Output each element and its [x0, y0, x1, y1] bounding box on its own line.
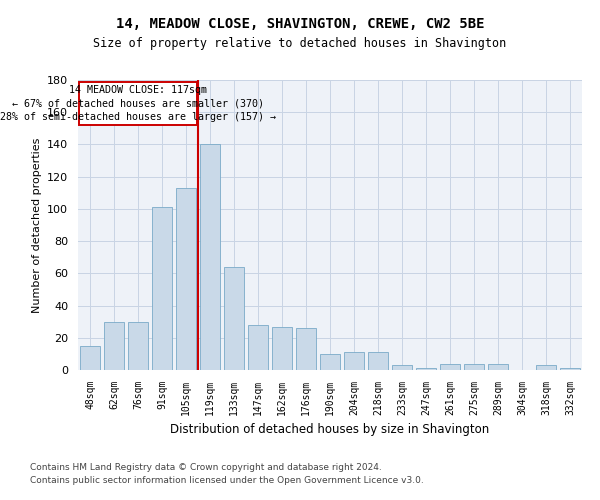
Bar [392, 365, 412, 370]
Text: 14 MEADOW CLOSE: 117sqm: 14 MEADOW CLOSE: 117sqm [69, 84, 207, 94]
Bar [272, 326, 292, 370]
Bar [80, 346, 100, 370]
Bar [368, 352, 388, 370]
Bar [128, 322, 148, 370]
Bar [464, 364, 484, 370]
Y-axis label: Number of detached properties: Number of detached properties [32, 138, 41, 312]
FancyBboxPatch shape [79, 82, 197, 125]
Bar [560, 368, 580, 370]
Bar [536, 365, 556, 370]
Bar [200, 144, 220, 370]
Bar [152, 208, 172, 370]
Bar [296, 328, 316, 370]
X-axis label: Distribution of detached houses by size in Shavington: Distribution of detached houses by size … [170, 424, 490, 436]
Bar [416, 368, 436, 370]
Text: 14, MEADOW CLOSE, SHAVINGTON, CREWE, CW2 5BE: 14, MEADOW CLOSE, SHAVINGTON, CREWE, CW2… [116, 18, 484, 32]
Bar [224, 267, 244, 370]
Text: 28% of semi-detached houses are larger (157) →: 28% of semi-detached houses are larger (… [0, 112, 276, 122]
Bar [320, 354, 340, 370]
Bar [344, 352, 364, 370]
Bar [440, 364, 460, 370]
Bar [488, 364, 508, 370]
Text: ← 67% of detached houses are smaller (370): ← 67% of detached houses are smaller (37… [12, 98, 264, 108]
Text: Size of property relative to detached houses in Shavington: Size of property relative to detached ho… [94, 38, 506, 51]
Bar [248, 325, 268, 370]
Text: Contains HM Land Registry data © Crown copyright and database right 2024.: Contains HM Land Registry data © Crown c… [30, 464, 382, 472]
Text: Contains public sector information licensed under the Open Government Licence v3: Contains public sector information licen… [30, 476, 424, 485]
Bar [104, 322, 124, 370]
Bar [176, 188, 196, 370]
